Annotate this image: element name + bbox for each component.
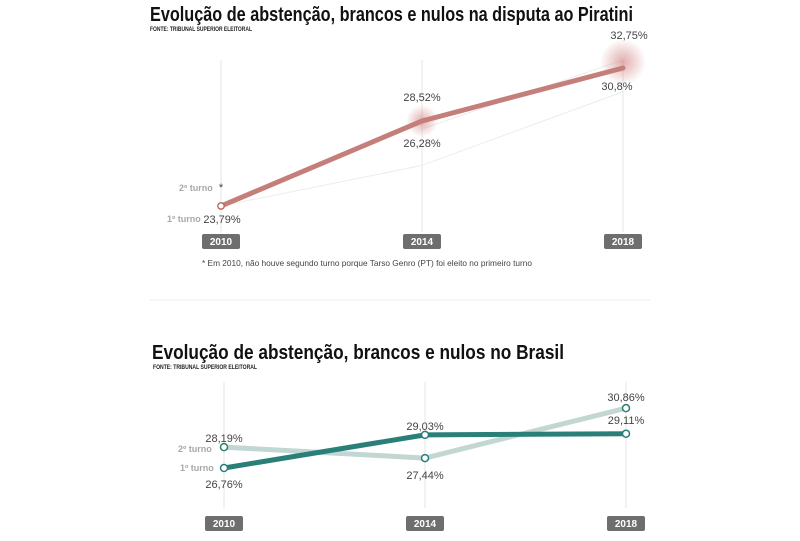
year-badge-2014 — [403, 234, 441, 249]
chart-source: FONTE: TRIBUNAL SUPERIOR ELEITORAL — [150, 27, 252, 33]
value-label-2014-2-turno: 28,52% — [403, 92, 441, 104]
value-label-2010-2-turno: 28,19% — [205, 433, 243, 445]
value-label-2010-1-turno: 26,76% — [205, 479, 243, 491]
value-label-2014-2-turno: 27,44% — [406, 470, 444, 482]
value-label-2018-1-turno: 29,11% — [608, 415, 645, 427]
chart-source: FONTE: TRIBUNAL SUPERIOR ELEITORAL — [153, 365, 257, 371]
data-point-2010-2-turno — [219, 442, 229, 452]
year-label-2014: 2014 — [414, 519, 437, 530]
data-point-2010-1-turno — [219, 463, 229, 473]
legend-2-turno: 2º turno — [179, 183, 213, 193]
value-label-2014-1-turno: 26,28% — [403, 138, 441, 150]
value-label-2018-2-turno: 32,75% — [610, 30, 648, 42]
year-label-2010: 2010 — [210, 237, 233, 248]
chart-title: Evolução de abstenção, brancos e nulos n… — [150, 4, 633, 26]
legend-2-turno: 2º turno — [178, 444, 212, 454]
piratini-chart: Evolução de abstenção, brancos e nulos n… — [150, 4, 648, 268]
footnote: * Em 2010, não houve segundo turno porqu… — [202, 258, 532, 268]
year-badge-2018 — [604, 234, 642, 249]
highlight-glow-2018 — [600, 39, 646, 85]
chart-title: Evolução de abstenção, brancos e nulos n… — [152, 342, 564, 364]
data-point-2018-2-turno — [621, 403, 631, 413]
highlight-line — [218, 65, 626, 209]
no-second-round-marker: * — [219, 182, 224, 194]
year-label-2010: 2010 — [213, 519, 236, 530]
brasil-chart: Evolução de abstenção, brancos e nulos n… — [152, 342, 645, 531]
year-badge-2018 — [607, 516, 645, 531]
series-line-1-turno — [220, 91, 624, 207]
year-badge-2014 — [406, 516, 444, 531]
year-badge-2010 — [202, 234, 240, 249]
brasil-marks: 2010 2014 2018 26,76% 29,03% 29,11% 28,19% 27,4… — [205, 382, 645, 531]
year-label-2014: 2014 — [411, 237, 434, 248]
value-label-2018-1-turno: 30,8% — [601, 81, 632, 93]
legend-1-turno: 1º turno — [180, 463, 214, 473]
year-label-2018: 2018 — [615, 519, 638, 530]
data-point-2010-1-turno — [217, 202, 225, 210]
year-badge-2010 — [205, 516, 243, 531]
data-point-2018-1-turno — [621, 429, 631, 438]
value-label-2018-2-turno: 30,86% — [607, 392, 645, 404]
piratini-marks: 2010 2014 2018 * 23,79% 26,28% 30,8% 28,52% 32,7… — [202, 30, 648, 249]
legend-1-turno: 1º turno — [167, 214, 201, 224]
value-label-2014-1-turno: 29,03% — [406, 421, 444, 433]
data-point-2014-1-turno — [420, 430, 430, 440]
data-point-2014-2-turno — [420, 453, 430, 463]
value-label-2010-1-turno: 23,79% — [203, 214, 241, 226]
year-label-2018: 2018 — [612, 237, 635, 248]
